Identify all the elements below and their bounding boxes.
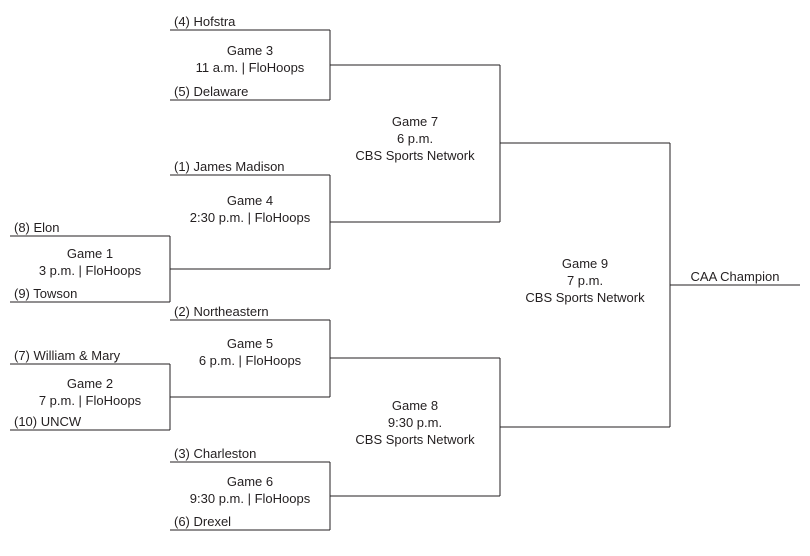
- g1-time: 3 p.m. | FloHoops: [39, 263, 142, 278]
- g6-bot-seed: (6) Drexel: [174, 514, 231, 529]
- game-6: (3) Charleston (6) Drexel Game 6 9:30 p.…: [170, 446, 330, 530]
- g1-top-seed: (8) Elon: [14, 220, 60, 235]
- g2-bot-seed: (10) UNCW: [14, 414, 82, 429]
- g5-time: 6 p.m. | FloHoops: [199, 353, 302, 368]
- g6-time: 9:30 p.m. | FloHoops: [190, 491, 311, 506]
- g1-label: Game 1: [67, 246, 113, 261]
- g9-time: 7 p.m.: [567, 273, 603, 288]
- game-9: Game 9 7 p.m. CBS Sports Network: [500, 143, 670, 427]
- g6-label: Game 6: [227, 474, 273, 489]
- game-3: (4) Hofstra (5) Delaware Game 3 11 a.m. …: [170, 14, 330, 100]
- g5-label: Game 5: [227, 336, 273, 351]
- game-8: Game 8 9:30 p.m. CBS Sports Network: [330, 358, 500, 496]
- game-1: (8) Elon (9) Towson Game 1 3 p.m. | FloH…: [10, 220, 170, 302]
- g2-label: Game 2: [67, 376, 113, 391]
- g2-time: 7 p.m. | FloHoops: [39, 393, 142, 408]
- g3-time: 11 a.m. | FloHoops: [196, 60, 305, 75]
- bracket-diagram: (8) Elon (9) Towson Game 1 3 p.m. | FloH…: [0, 0, 810, 556]
- g3-top-seed: (4) Hofstra: [174, 14, 236, 29]
- g1-bot-seed: (9) Towson: [14, 286, 77, 301]
- game-5: (2) Northeastern Game 5 6 p.m. | FloHoop…: [170, 304, 330, 397]
- champion: CAA Champion: [670, 269, 800, 285]
- g3-label: Game 3: [227, 43, 273, 58]
- g5-top-seed: (2) Northeastern: [174, 304, 269, 319]
- g8-time: 9:30 p.m.: [388, 415, 442, 430]
- g7-time: 6 p.m.: [397, 131, 433, 146]
- g8-network: CBS Sports Network: [355, 432, 475, 447]
- g4-label: Game 4: [227, 193, 273, 208]
- g4-top-seed: (1) James Madison: [174, 159, 285, 174]
- g7-network: CBS Sports Network: [355, 148, 475, 163]
- g7-label: Game 7: [392, 114, 438, 129]
- g9-network: CBS Sports Network: [525, 290, 645, 305]
- game-2: (7) William & Mary (10) UNCW Game 2 7 p.…: [10, 348, 170, 430]
- g2-top-seed: (7) William & Mary: [14, 348, 121, 363]
- g8-label: Game 8: [392, 398, 438, 413]
- champion-label: CAA Champion: [691, 269, 780, 284]
- game-7: Game 7 6 p.m. CBS Sports Network: [330, 65, 500, 222]
- game-4: (1) James Madison Game 4 2:30 p.m. | Flo…: [170, 159, 330, 269]
- g3-bot-seed: (5) Delaware: [174, 84, 248, 99]
- g6-top-seed: (3) Charleston: [174, 446, 256, 461]
- g9-label: Game 9: [562, 256, 608, 271]
- g4-time: 2:30 p.m. | FloHoops: [190, 210, 311, 225]
